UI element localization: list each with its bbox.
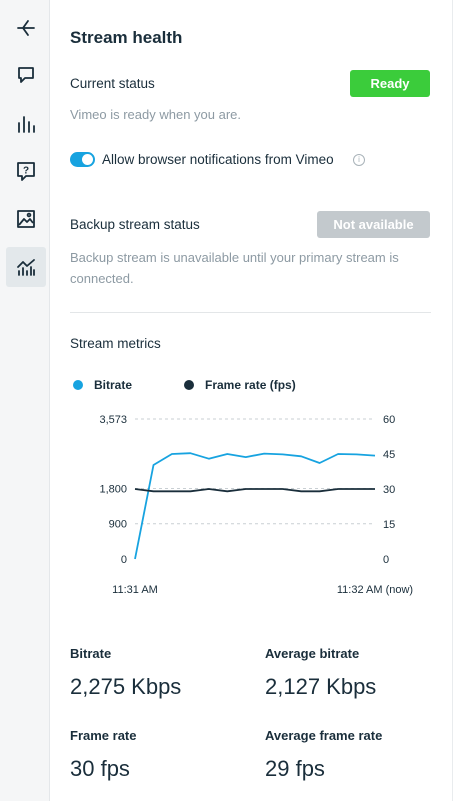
panel-title: Stream health [70,28,183,47]
bar-chart-icon [18,116,35,133]
y-right-tick-label: 30 [383,484,395,496]
share-button[interactable] [6,8,46,48]
current-status-label: Current status [70,76,155,91]
chat-button[interactable] [6,55,46,95]
y-left-tick-label: 1,800 [99,483,127,495]
y-right-tick-label: 15 [383,519,395,531]
frame-rate-series-line [134,488,375,493]
x-tick-label: 11:32 AM (now) [337,584,413,596]
y-right-tick-label: 60 [383,414,395,426]
svg-text:?: ? [23,166,29,177]
y-right-tick-label: 0 [383,554,389,566]
y-right-tick-label: 45 [383,449,395,461]
toggle-knob [82,154,93,165]
image-icon [17,210,35,228]
notifications-label: Allow browser notifications from Vimeo [102,152,334,167]
share-icon [17,20,35,36]
panel-edge [452,0,453,801]
avg-frame-rate-label: Average frame rate [265,728,383,743]
notifications-toggle[interactable] [70,152,95,167]
frame-rate-legend-dot [184,380,194,390]
avg-frame-rate-value: 29 fps [265,756,325,781]
backup-message: Backup stream is unavailable until your … [70,250,399,286]
frame-rate-legend-label: Frame rate (fps) [205,378,296,392]
chat-bubble-icon [18,67,34,83]
help-chat-button[interactable]: ? [6,151,46,191]
question-chat-icon: ? [17,162,35,181]
bitrate-series-line [134,452,376,560]
y-left-tick-label: 900 [109,519,127,531]
backup-status-label: Backup stream status [70,217,200,232]
bitrate-metric-label: Bitrate [70,646,112,661]
sidebar-rail: ? [0,0,50,801]
x-tick-label: 11:31 AM [112,584,158,596]
avg-bitrate-label: Average bitrate [265,646,360,661]
analytics-button[interactable] [6,104,46,144]
ready-message: Vimeo is ready when you are. [70,107,242,122]
avg-bitrate-value: 2,127 Kbps [265,674,377,699]
bitrate-legend-dot [73,380,83,390]
frame-rate-value: 30 fps [70,756,130,781]
bitrate-metric-value: 2,275 Kbps [70,674,182,699]
image-button[interactable] [6,199,46,239]
bitrate-legend-label: Bitrate [94,378,133,392]
y-left-tick-label: 3,573 [99,414,127,426]
metrics-title: Stream metrics [70,336,161,351]
ready-status-badge: Ready [350,70,430,97]
backup-status-badge: Not available [317,211,430,238]
stream-health-icon [17,259,35,276]
info-icon[interactable]: i [353,154,365,166]
section-divider [70,312,431,313]
frame-rate-label: Frame rate [70,728,137,743]
stream-health-button[interactable] [6,247,46,287]
y-left-tick-label: 0 [121,554,127,566]
stream-metrics-chart: 3,573 1,800 900 0 60 45 30 15 0 11:31 AM 11:32 AM … [99,414,413,596]
